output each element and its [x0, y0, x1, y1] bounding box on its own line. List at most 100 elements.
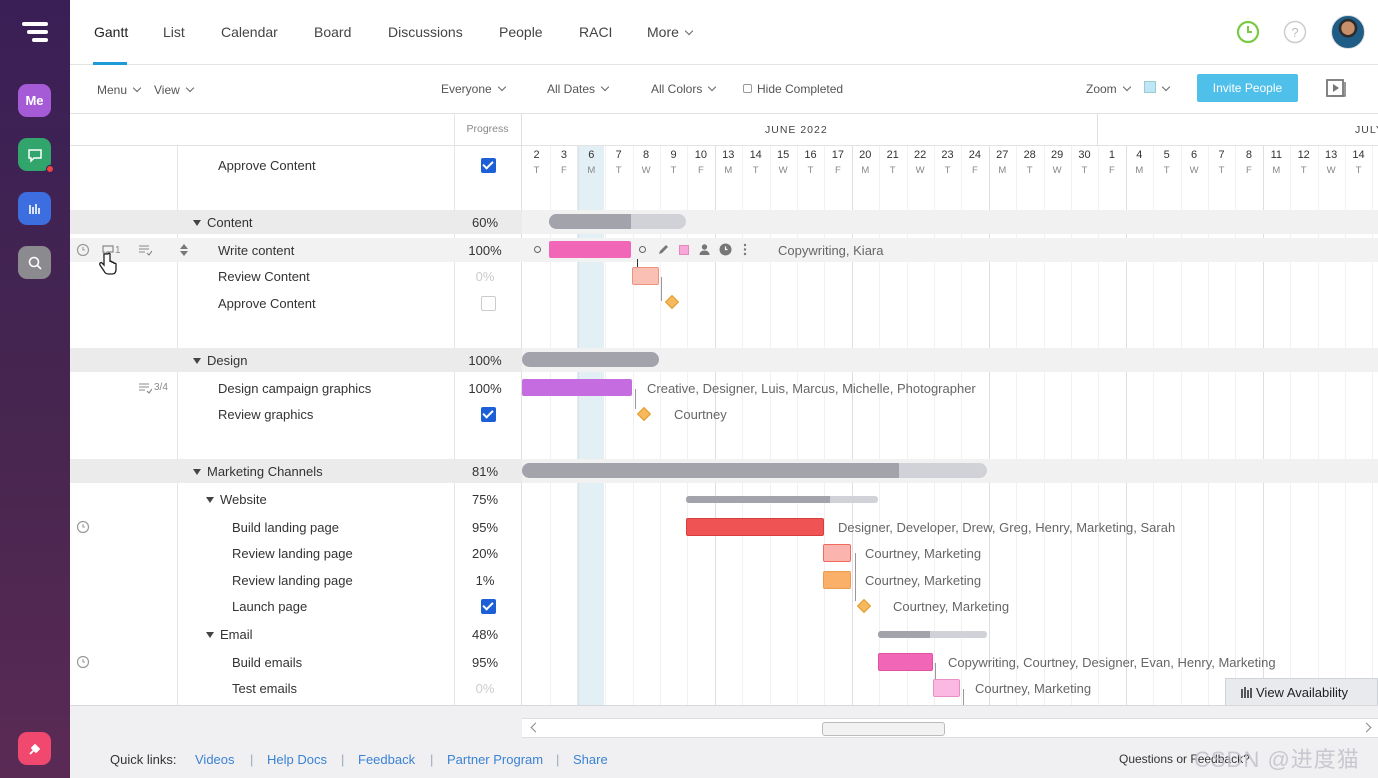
- task-name[interactable]: Approve Content: [218, 158, 316, 173]
- chat-button[interactable]: [18, 138, 54, 173]
- clock-icon[interactable]: [719, 243, 732, 256]
- link-videos[interactable]: Videos: [195, 752, 235, 767]
- task-bar[interactable]: [549, 241, 631, 258]
- milestone[interactable]: [664, 294, 680, 310]
- tab-calendar[interactable]: Calendar: [221, 24, 278, 40]
- weekday-letter: T: [1218, 165, 1225, 176]
- invite-people-button[interactable]: Invite People: [1197, 74, 1298, 102]
- task-checkbox[interactable]: [481, 407, 496, 422]
- task-name[interactable]: Build landing page: [232, 520, 339, 535]
- collapse-icon[interactable]: [206, 632, 214, 638]
- clock-icon[interactable]: [76, 243, 90, 257]
- scroll-right-icon[interactable]: [1361, 722, 1372, 733]
- link-share[interactable]: Share: [573, 752, 608, 767]
- subgroup-bar[interactable]: [686, 496, 878, 503]
- task-name[interactable]: Build emails: [232, 655, 303, 670]
- task-name[interactable]: Write content: [218, 243, 295, 258]
- task-name[interactable]: Review landing page: [232, 546, 353, 561]
- tab-list[interactable]: List: [163, 24, 185, 40]
- view-availability-button[interactable]: View Availability: [1225, 678, 1378, 705]
- drag-handle-icon[interactable]: [179, 243, 189, 257]
- group-progress: 100%: [468, 353, 502, 368]
- dependency-dot[interactable]: [534, 246, 541, 253]
- subgroup-name[interactable]: Website: [206, 492, 267, 507]
- task-name[interactable]: Test emails: [232, 681, 298, 696]
- tab-more[interactable]: More: [647, 24, 694, 40]
- checklist-icon[interactable]: [138, 382, 152, 394]
- collapse-icon[interactable]: [206, 497, 214, 503]
- hide-completed-toggle[interactable]: Hide Completed: [743, 82, 843, 96]
- tab-gantt[interactable]: Gantt: [94, 24, 129, 40]
- tab-people[interactable]: People: [499, 24, 543, 40]
- clock-icon[interactable]: [76, 520, 90, 534]
- task-bar[interactable]: [686, 518, 824, 536]
- collapse-icon[interactable]: [193, 358, 201, 364]
- hide-completed-checkbox[interactable]: [743, 84, 752, 93]
- link-help-docs[interactable]: Help Docs: [267, 752, 327, 767]
- task-name[interactable]: Review landing page: [232, 573, 353, 588]
- group-bar[interactable]: [522, 463, 987, 478]
- task-bar[interactable]: [823, 571, 851, 589]
- subgroup-name[interactable]: Email: [206, 627, 253, 642]
- group-bar[interactable]: [522, 352, 659, 367]
- present-icon[interactable]: [1325, 78, 1347, 98]
- day-number: 28: [1023, 149, 1036, 161]
- task-name[interactable]: Review graphics: [218, 407, 314, 422]
- horizontal-scrollbar[interactable]: [522, 718, 1378, 738]
- collapse-icon[interactable]: [193, 220, 201, 226]
- reports-button[interactable]: [18, 192, 51, 225]
- task-bar[interactable]: [522, 379, 632, 396]
- subgroup-bar[interactable]: [878, 631, 987, 638]
- menu-dropdown[interactable]: Menu: [97, 83, 142, 97]
- group-name[interactable]: Design: [193, 353, 247, 368]
- integrations-button[interactable]: [18, 732, 51, 765]
- dependency-dot[interactable]: [639, 246, 646, 253]
- day-number: 7: [1218, 149, 1225, 161]
- task-bar[interactable]: [878, 653, 933, 671]
- color-swatch[interactable]: [679, 245, 689, 255]
- checklist-icon[interactable]: [138, 244, 152, 256]
- tab-discussions[interactable]: Discussions: [388, 24, 463, 40]
- task-checkbox[interactable]: [481, 599, 496, 614]
- color-picker[interactable]: [1144, 81, 1171, 96]
- group-name[interactable]: Content: [193, 215, 253, 230]
- view-dropdown[interactable]: View: [154, 83, 195, 97]
- task-bar[interactable]: [933, 679, 960, 697]
- task-bar[interactable]: [632, 267, 659, 285]
- chevron-down-icon: [1161, 82, 1171, 92]
- task-checkbox[interactable]: [481, 296, 496, 311]
- avatar[interactable]: [1331, 15, 1365, 49]
- task-bar[interactable]: [823, 544, 851, 562]
- search-button[interactable]: [18, 246, 51, 279]
- link-feedback[interactable]: Feedback: [358, 752, 416, 767]
- scroll-left-icon[interactable]: [530, 722, 541, 733]
- group-name[interactable]: Marketing Channels: [193, 464, 323, 479]
- pencil-icon[interactable]: [657, 243, 670, 256]
- task-name[interactable]: Review Content: [218, 269, 310, 284]
- zoom-dropdown[interactable]: Zoom: [1086, 82, 1131, 96]
- scrollbar-thumb[interactable]: [822, 722, 945, 736]
- milestone[interactable]: [856, 598, 872, 614]
- grid-line: [851, 146, 853, 705]
- everyone-filter[interactable]: Everyone: [441, 82, 506, 96]
- chevron-down-icon: [132, 83, 142, 93]
- me-button[interactable]: Me: [18, 84, 51, 117]
- clock-icon[interactable]: [1236, 20, 1260, 44]
- task-name[interactable]: Design campaign graphics: [218, 381, 372, 396]
- clock-icon[interactable]: [76, 655, 90, 669]
- more-vertical-icon[interactable]: [742, 243, 748, 256]
- person-icon[interactable]: [698, 243, 711, 256]
- task-checkbox[interactable]: [481, 158, 496, 173]
- task-name[interactable]: Approve Content: [218, 296, 316, 311]
- colors-filter[interactable]: All Colors: [651, 82, 717, 96]
- help-icon[interactable]: ?: [1283, 20, 1307, 44]
- app-logo-icon[interactable]: [22, 22, 48, 44]
- tab-board[interactable]: Board: [314, 24, 352, 40]
- tab-raci[interactable]: RACI: [579, 24, 613, 40]
- link-partner-program[interactable]: Partner Program: [447, 752, 544, 767]
- collapse-icon[interactable]: [193, 469, 201, 475]
- milestone[interactable]: [636, 406, 652, 422]
- group-bar[interactable]: [549, 214, 686, 229]
- dates-filter[interactable]: All Dates: [547, 82, 610, 96]
- task-name[interactable]: Launch page: [232, 599, 308, 614]
